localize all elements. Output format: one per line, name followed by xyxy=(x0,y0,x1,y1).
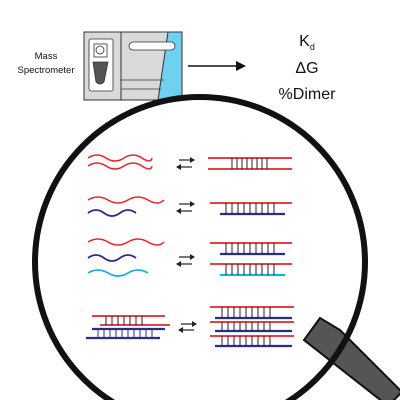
kd-output: Kd xyxy=(262,33,352,52)
equilibrium-arrows-icon xyxy=(176,157,195,170)
instrument-label-line2: Spectrometer xyxy=(17,65,75,76)
single-strand-red xyxy=(87,154,153,162)
single-strand-navy xyxy=(87,254,137,262)
equilibrium-arrows-icon xyxy=(178,321,197,333)
triple-duplex-stack xyxy=(210,306,294,348)
duplex-red-navy xyxy=(210,242,292,256)
single-strand-red xyxy=(87,196,165,204)
equilibrium-row-1 xyxy=(87,154,292,170)
mass-spectrometer-icon xyxy=(83,31,183,101)
magnifier-lens-rim xyxy=(32,94,368,400)
equilibrium-arrows-icon xyxy=(176,254,195,267)
instrument-label: Mass Spectrometer xyxy=(6,50,86,78)
magnifier-lens-contents xyxy=(86,154,294,348)
single-strand-red xyxy=(87,238,165,246)
single-strand-cyan xyxy=(87,269,149,277)
kd-subscript: d xyxy=(309,42,315,52)
single-strand-navy xyxy=(87,209,137,217)
equilibrium-row-4 xyxy=(86,306,294,348)
duplex-red-cyan xyxy=(210,263,292,277)
magnifier-handle xyxy=(302,316,400,400)
kd-symbol: K xyxy=(299,33,310,50)
equilibrium-arrows-icon xyxy=(176,201,195,214)
percent-dimer-output: %Dimer xyxy=(278,86,336,103)
instrument-label-line1: Mass xyxy=(34,51,58,62)
single-strand-red xyxy=(87,162,153,170)
duplex-red-red xyxy=(92,315,170,326)
duplex-red-red xyxy=(208,157,292,170)
equilibrium-row-2 xyxy=(87,196,292,217)
equilibrium-row-3 xyxy=(87,238,292,277)
duplex-red-navy xyxy=(210,202,292,216)
duplex-navy-navy xyxy=(86,327,165,340)
output-arrow xyxy=(188,61,246,71)
delta-g-output: ΔG xyxy=(295,60,319,77)
